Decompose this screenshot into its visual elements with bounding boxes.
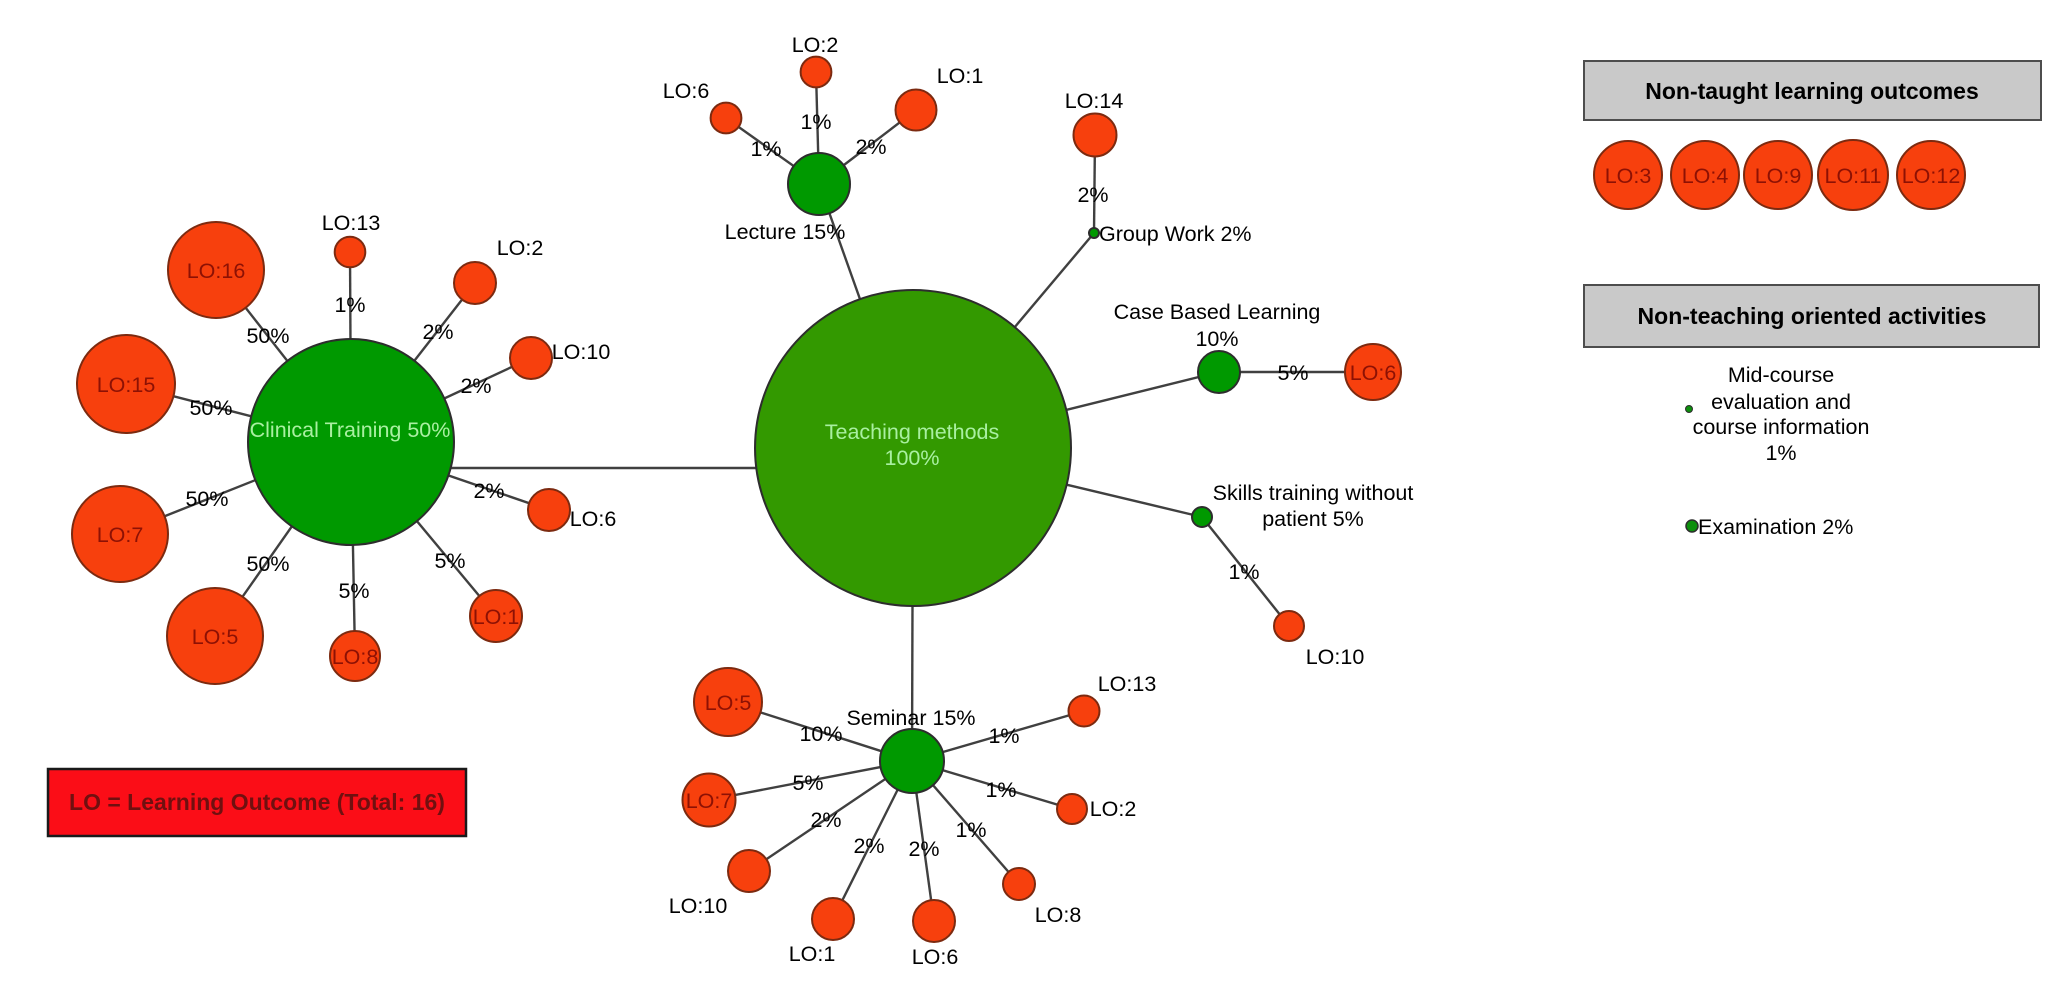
svg-text:LO:6: LO:6 [570, 507, 617, 531]
svg-text:Case Based Learning: Case Based Learning [1114, 300, 1321, 324]
svg-text:LO:11: LO:11 [1825, 164, 1882, 188]
svg-text:LO:10: LO:10 [669, 894, 728, 918]
svg-text:5%: 5% [434, 549, 465, 573]
svg-text:10%: 10% [1195, 327, 1238, 351]
svg-text:LO:10: LO:10 [1306, 645, 1365, 669]
svg-text:LO:12: LO:12 [1902, 164, 1961, 188]
svg-text:LO = Learning Outcome (Total:: LO = Learning Outcome (Total: 16) [69, 789, 445, 815]
svg-text:LO:1: LO:1 [937, 64, 984, 88]
svg-text:2%: 2% [473, 479, 504, 503]
svg-text:50%: 50% [246, 552, 289, 576]
svg-text:LO:3: LO:3 [1605, 164, 1652, 188]
svg-text:LO:10: LO:10 [552, 340, 611, 364]
svg-text:LO:2: LO:2 [1090, 797, 1137, 821]
svg-text:course information: course information [1693, 415, 1870, 439]
svg-text:LO:5: LO:5 [705, 691, 752, 715]
svg-text:50%: 50% [185, 487, 228, 511]
svg-text:Non-teaching oriented activiti: Non-teaching oriented activities [1638, 303, 1987, 329]
svg-text:LO:2: LO:2 [792, 33, 839, 57]
svg-text:LO:6: LO:6 [1350, 361, 1397, 385]
svg-text:LO:6: LO:6 [912, 945, 959, 969]
svg-text:LO:1: LO:1 [473, 605, 520, 629]
svg-text:5%: 5% [792, 771, 823, 795]
svg-text:1%: 1% [750, 137, 781, 161]
svg-text:Group Work 2%: Group Work 2% [1099, 222, 1252, 246]
svg-text:Mid-course: Mid-course [1728, 363, 1834, 387]
svg-text:LO:1: LO:1 [789, 942, 836, 966]
svg-text:2%: 2% [810, 808, 841, 832]
svg-text:1%: 1% [1228, 560, 1259, 584]
svg-text:Non-taught learning outcomes: Non-taught learning outcomes [1645, 78, 1979, 104]
svg-text:2%: 2% [422, 320, 453, 344]
svg-text:LO:13: LO:13 [1098, 672, 1157, 696]
svg-text:2%: 2% [908, 837, 939, 861]
svg-text:50%: 50% [189, 396, 232, 420]
svg-text:Examination 2%: Examination 2% [1698, 515, 1853, 539]
svg-text:LO:9: LO:9 [1755, 164, 1802, 188]
svg-text:1%: 1% [985, 778, 1016, 802]
svg-text:1%: 1% [800, 110, 831, 134]
svg-text:2%: 2% [460, 374, 491, 398]
svg-text:5%: 5% [1277, 361, 1308, 385]
svg-text:LO:7: LO:7 [97, 523, 144, 547]
svg-text:LO:14: LO:14 [1065, 89, 1124, 113]
svg-text:2%: 2% [855, 135, 886, 159]
svg-text:patient 5%: patient 5% [1262, 507, 1364, 531]
svg-text:LO:8: LO:8 [1035, 903, 1082, 927]
svg-text:Seminar 15%: Seminar 15% [846, 706, 975, 730]
svg-text:Teaching methods: Teaching methods [825, 420, 1000, 444]
svg-text:LO:15: LO:15 [97, 373, 156, 397]
svg-text:1%: 1% [988, 724, 1019, 748]
svg-text:evaluation and: evaluation and [1711, 390, 1851, 414]
svg-text:LO:8: LO:8 [332, 645, 379, 669]
svg-text:LO:13: LO:13 [322, 211, 381, 235]
svg-text:2%: 2% [853, 834, 884, 858]
svg-text:100%: 100% [885, 446, 940, 470]
svg-text:LO:7: LO:7 [686, 789, 733, 813]
svg-text:5%: 5% [338, 579, 369, 603]
svg-text:LO:2: LO:2 [497, 236, 544, 260]
svg-text:Clinical Training 50%: Clinical Training 50% [250, 418, 451, 442]
svg-text:LO:6: LO:6 [663, 79, 710, 103]
svg-text:1%: 1% [334, 293, 365, 317]
svg-text:10%: 10% [799, 722, 842, 746]
svg-text:LO:4: LO:4 [1682, 164, 1729, 188]
svg-text:Lecture 15%: Lecture 15% [725, 220, 846, 244]
svg-text:2%: 2% [1077, 183, 1108, 207]
svg-text:LO:16: LO:16 [187, 259, 246, 283]
svg-text:1%: 1% [1765, 441, 1796, 465]
svg-text:1%: 1% [955, 818, 986, 842]
svg-text:Skills training without: Skills training without [1213, 481, 1414, 505]
svg-text:LO:5: LO:5 [192, 625, 239, 649]
svg-text:50%: 50% [246, 324, 289, 348]
